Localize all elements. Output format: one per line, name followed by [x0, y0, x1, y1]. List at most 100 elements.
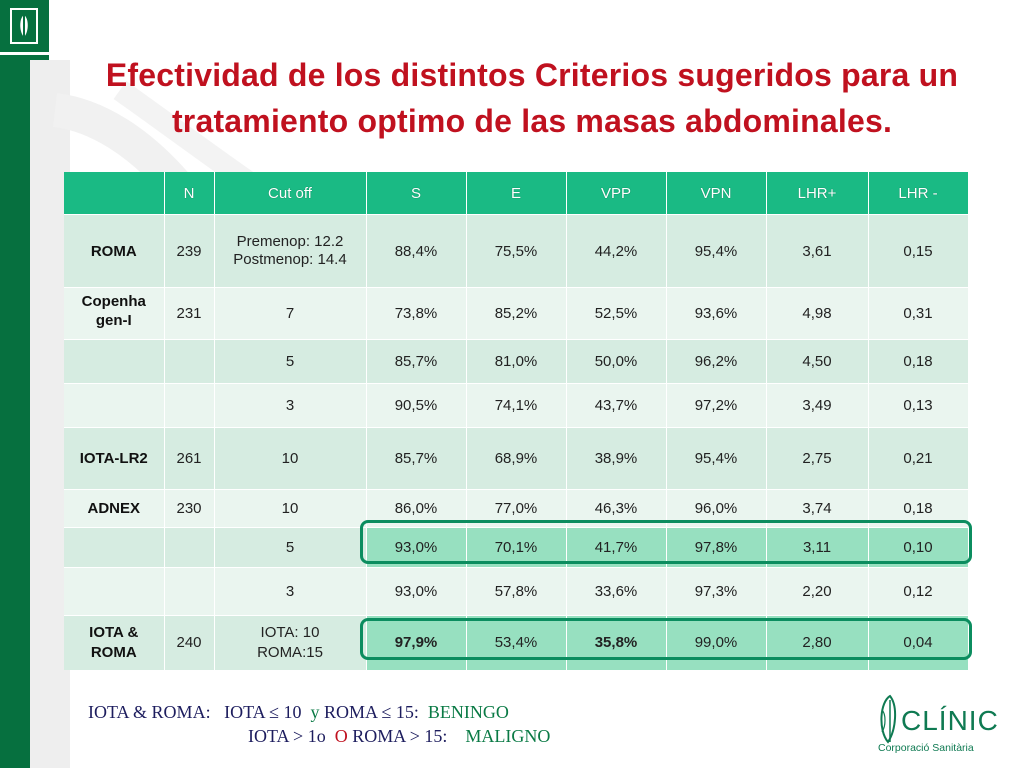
cell-vpn: 99,0% [666, 615, 767, 670]
cell-lhr-neg: 0,18 [868, 339, 969, 384]
cell-cutoff: 5 [214, 527, 367, 568]
header-empty [64, 172, 165, 215]
legend-line2-conj: O [334, 726, 348, 746]
table-row: 3 90,5% 74,1% 43,7% 97,2% 3,49 0,13 [64, 383, 969, 428]
cell-n [164, 567, 215, 616]
row-label [64, 527, 165, 568]
cell-n: 230 [164, 489, 215, 528]
table-row: IOTA-LR2 261 10 85,7% 68,9% 38,9% 95,4% … [64, 427, 969, 490]
cell-cutoff: Premenop: 12.2 Postmenop: 14.4 [214, 214, 367, 288]
cell-cutoff: 7 [214, 287, 367, 340]
row-label: IOTA & ROMA [64, 615, 165, 670]
cell-n: 231 [164, 287, 215, 340]
row-label: ADNEX [64, 489, 165, 528]
cell-e: 68,9% [466, 427, 567, 490]
row-label: Copenha gen-I [64, 287, 165, 340]
cell-lhr-pos: 2,20 [766, 567, 869, 616]
header-lhr-neg: LHR - [868, 172, 969, 215]
cell-lhr-neg: 0,12 [868, 567, 969, 616]
cell-n: 239 [164, 214, 215, 288]
cell-cutoff: 10 [214, 489, 367, 528]
table-row: Copenha gen-I 231 7 73,8% 85,2% 52,5% 93… [64, 287, 969, 340]
legend-label: IOTA & ROMA: [88, 702, 211, 722]
cell-lhr-neg: 0,04 [868, 615, 969, 670]
legend-line1-mid: ROMA ≤ 15: [324, 702, 419, 722]
cell-cutoff: 3 [214, 383, 367, 428]
cell-e: 75,5% [466, 214, 567, 288]
header-n: N [164, 172, 215, 215]
cell-lhr-pos: 2,75 [766, 427, 869, 490]
cell-lhr-neg: 0,15 [868, 214, 969, 288]
cell-lhr-pos: 3,11 [766, 527, 869, 568]
clinic-name: CLÍNIC [901, 705, 999, 736]
cell-cutoff: 3 [214, 567, 367, 616]
cell-s: 93,0% [366, 567, 467, 616]
cell-s: 97,9% [366, 615, 467, 670]
row-label [64, 339, 165, 384]
cell-e: 53,4% [466, 615, 567, 670]
cell-s: 88,4% [366, 214, 467, 288]
row-label: ROMA [64, 214, 165, 288]
cell-lhr-neg: 0,13 [868, 383, 969, 428]
cell-lhr-neg: 0,10 [868, 527, 969, 568]
table-row: ROMA 239 Premenop: 12.2 Postmenop: 14.4 … [64, 214, 969, 288]
header-lhr-pos: LHR+ [766, 172, 869, 215]
slide-title: Efectividad de los distintos Criterios s… [105, 57, 959, 139]
legend-line2-result: MALIGNO [465, 726, 551, 746]
cell-n [164, 383, 215, 428]
cell-vpp: 43,7% [566, 383, 667, 428]
cell-vpn: 95,4% [666, 427, 767, 490]
legend-line1-conj: y [310, 702, 320, 722]
cell-n [164, 527, 215, 568]
cell-s: 90,5% [366, 383, 467, 428]
cell-cutoff: 10 [214, 427, 367, 490]
cell-lhr-pos: 4,98 [766, 287, 869, 340]
table-row-highlighted: 5 93,0% 70,1% 41,7% 97,8% 3,11 0,10 [64, 527, 969, 568]
cell-e: 57,8% [466, 567, 567, 616]
table-row-highlighted: IOTA & ROMA 240 IOTA: 10 ROMA:15 97,9% 5… [64, 615, 969, 670]
cell-e: 81,0% [466, 339, 567, 384]
cell-n: 240 [164, 615, 215, 670]
cell-s: 85,7% [366, 427, 467, 490]
cell-s: 85,7% [366, 339, 467, 384]
cell-e: 74,1% [466, 383, 567, 428]
highlight-box-iota-roma [360, 618, 972, 660]
criteria-table: N Cut off S E VPP VPN LHR+ LHR - ROMA 23… [64, 172, 969, 670]
row-label [64, 567, 165, 616]
cell-lhr-pos: 2,80 [766, 615, 869, 670]
cell-vpp: 50,0% [566, 339, 667, 384]
header-e: E [466, 172, 567, 215]
clinic-logo-icon [880, 694, 896, 744]
legend-line-1: IOTA & ROMA: IOTA ≤ 10 y ROMA ≤ 15: BENI… [88, 700, 550, 724]
cell-cutoff: IOTA: 10 ROMA:15 [214, 615, 367, 670]
cell-vpn: 97,3% [666, 567, 767, 616]
cell-vpn: 97,8% [666, 527, 767, 568]
row-label: IOTA-LR2 [64, 427, 165, 490]
cell-s: 73,8% [366, 287, 467, 340]
table-row: 3 93,0% 57,8% 33,6% 97,3% 2,20 0,12 [64, 567, 969, 616]
cell-lhr-neg: 0,31 [868, 287, 969, 340]
legend-line1-result: BENINGO [427, 702, 509, 722]
header-vpn: VPN [666, 172, 767, 215]
cell-n: 261 [164, 427, 215, 490]
highlight-box-adnex-5 [360, 520, 972, 564]
header-cutoff: Cut off [214, 172, 367, 215]
hospital-logo [0, 0, 49, 55]
cell-e: 70,1% [466, 527, 567, 568]
cell-vpp: 38,9% [566, 427, 667, 490]
cell-lhr-neg: 0,21 [868, 427, 969, 490]
clinic-subtitle: Corporació Sanitària [878, 742, 974, 754]
cell-cutoff: 5 [214, 339, 367, 384]
cell-vpn: 93,6% [666, 287, 767, 340]
cell-s: 93,0% [366, 527, 467, 568]
cell-n [164, 339, 215, 384]
table-row: 5 85,7% 81,0% 50,0% 96,2% 4,50 0,18 [64, 339, 969, 384]
cell-vpp: 52,5% [566, 287, 667, 340]
row-label [64, 383, 165, 428]
legend-line2-prefix: IOTA > 1o [248, 726, 326, 746]
criteria-legend: IOTA & ROMA: IOTA ≤ 10 y ROMA ≤ 15: BENI… [88, 700, 550, 748]
table-header-row: N Cut off S E VPP VPN LHR+ LHR - [64, 172, 969, 215]
cell-vpp: 41,7% [566, 527, 667, 568]
cell-vpn: 96,2% [666, 339, 767, 384]
legend-line-2: IOTA > 1o O ROMA > 15: MALIGNO [88, 724, 550, 748]
